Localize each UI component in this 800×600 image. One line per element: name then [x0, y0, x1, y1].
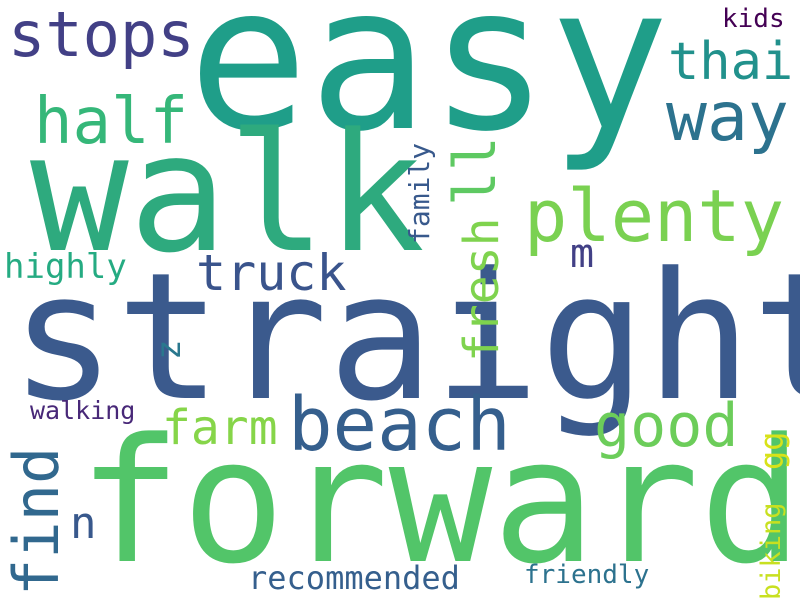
- word-friendly: friendly: [524, 560, 650, 590]
- word-gg: gg: [753, 431, 791, 470]
- word-straight: straight: [10, 235, 800, 440]
- word-stops: stops: [8, 0, 195, 71]
- word-recommended: recommended: [248, 559, 460, 597]
- word-good: good: [594, 391, 739, 461]
- word-half: half: [34, 85, 189, 159]
- word-beach: beach: [288, 382, 511, 468]
- word-z: z: [149, 339, 189, 360]
- word-biking: biking: [756, 502, 787, 600]
- word-plenty: plenty: [524, 174, 785, 258]
- word-truck: truck: [196, 244, 347, 302]
- word-m: m: [570, 231, 595, 277]
- word-walking: walking: [30, 396, 136, 425]
- word-walk: walk: [30, 98, 425, 289]
- word-way: way: [666, 78, 789, 157]
- word-thai: thai: [668, 32, 794, 92]
- word-forward: forward: [78, 401, 800, 600]
- word-n: n: [70, 498, 97, 549]
- word-farm: farm: [162, 400, 278, 456]
- word-kids: kids: [722, 4, 785, 34]
- word-easy: easy: [188, 0, 670, 176]
- word-family: family: [403, 142, 436, 244]
- word-fresh: fresh: [454, 217, 510, 363]
- word-find: find: [0, 446, 73, 596]
- word-highly: highly: [4, 247, 127, 287]
- word-ll: ll: [441, 136, 509, 206]
